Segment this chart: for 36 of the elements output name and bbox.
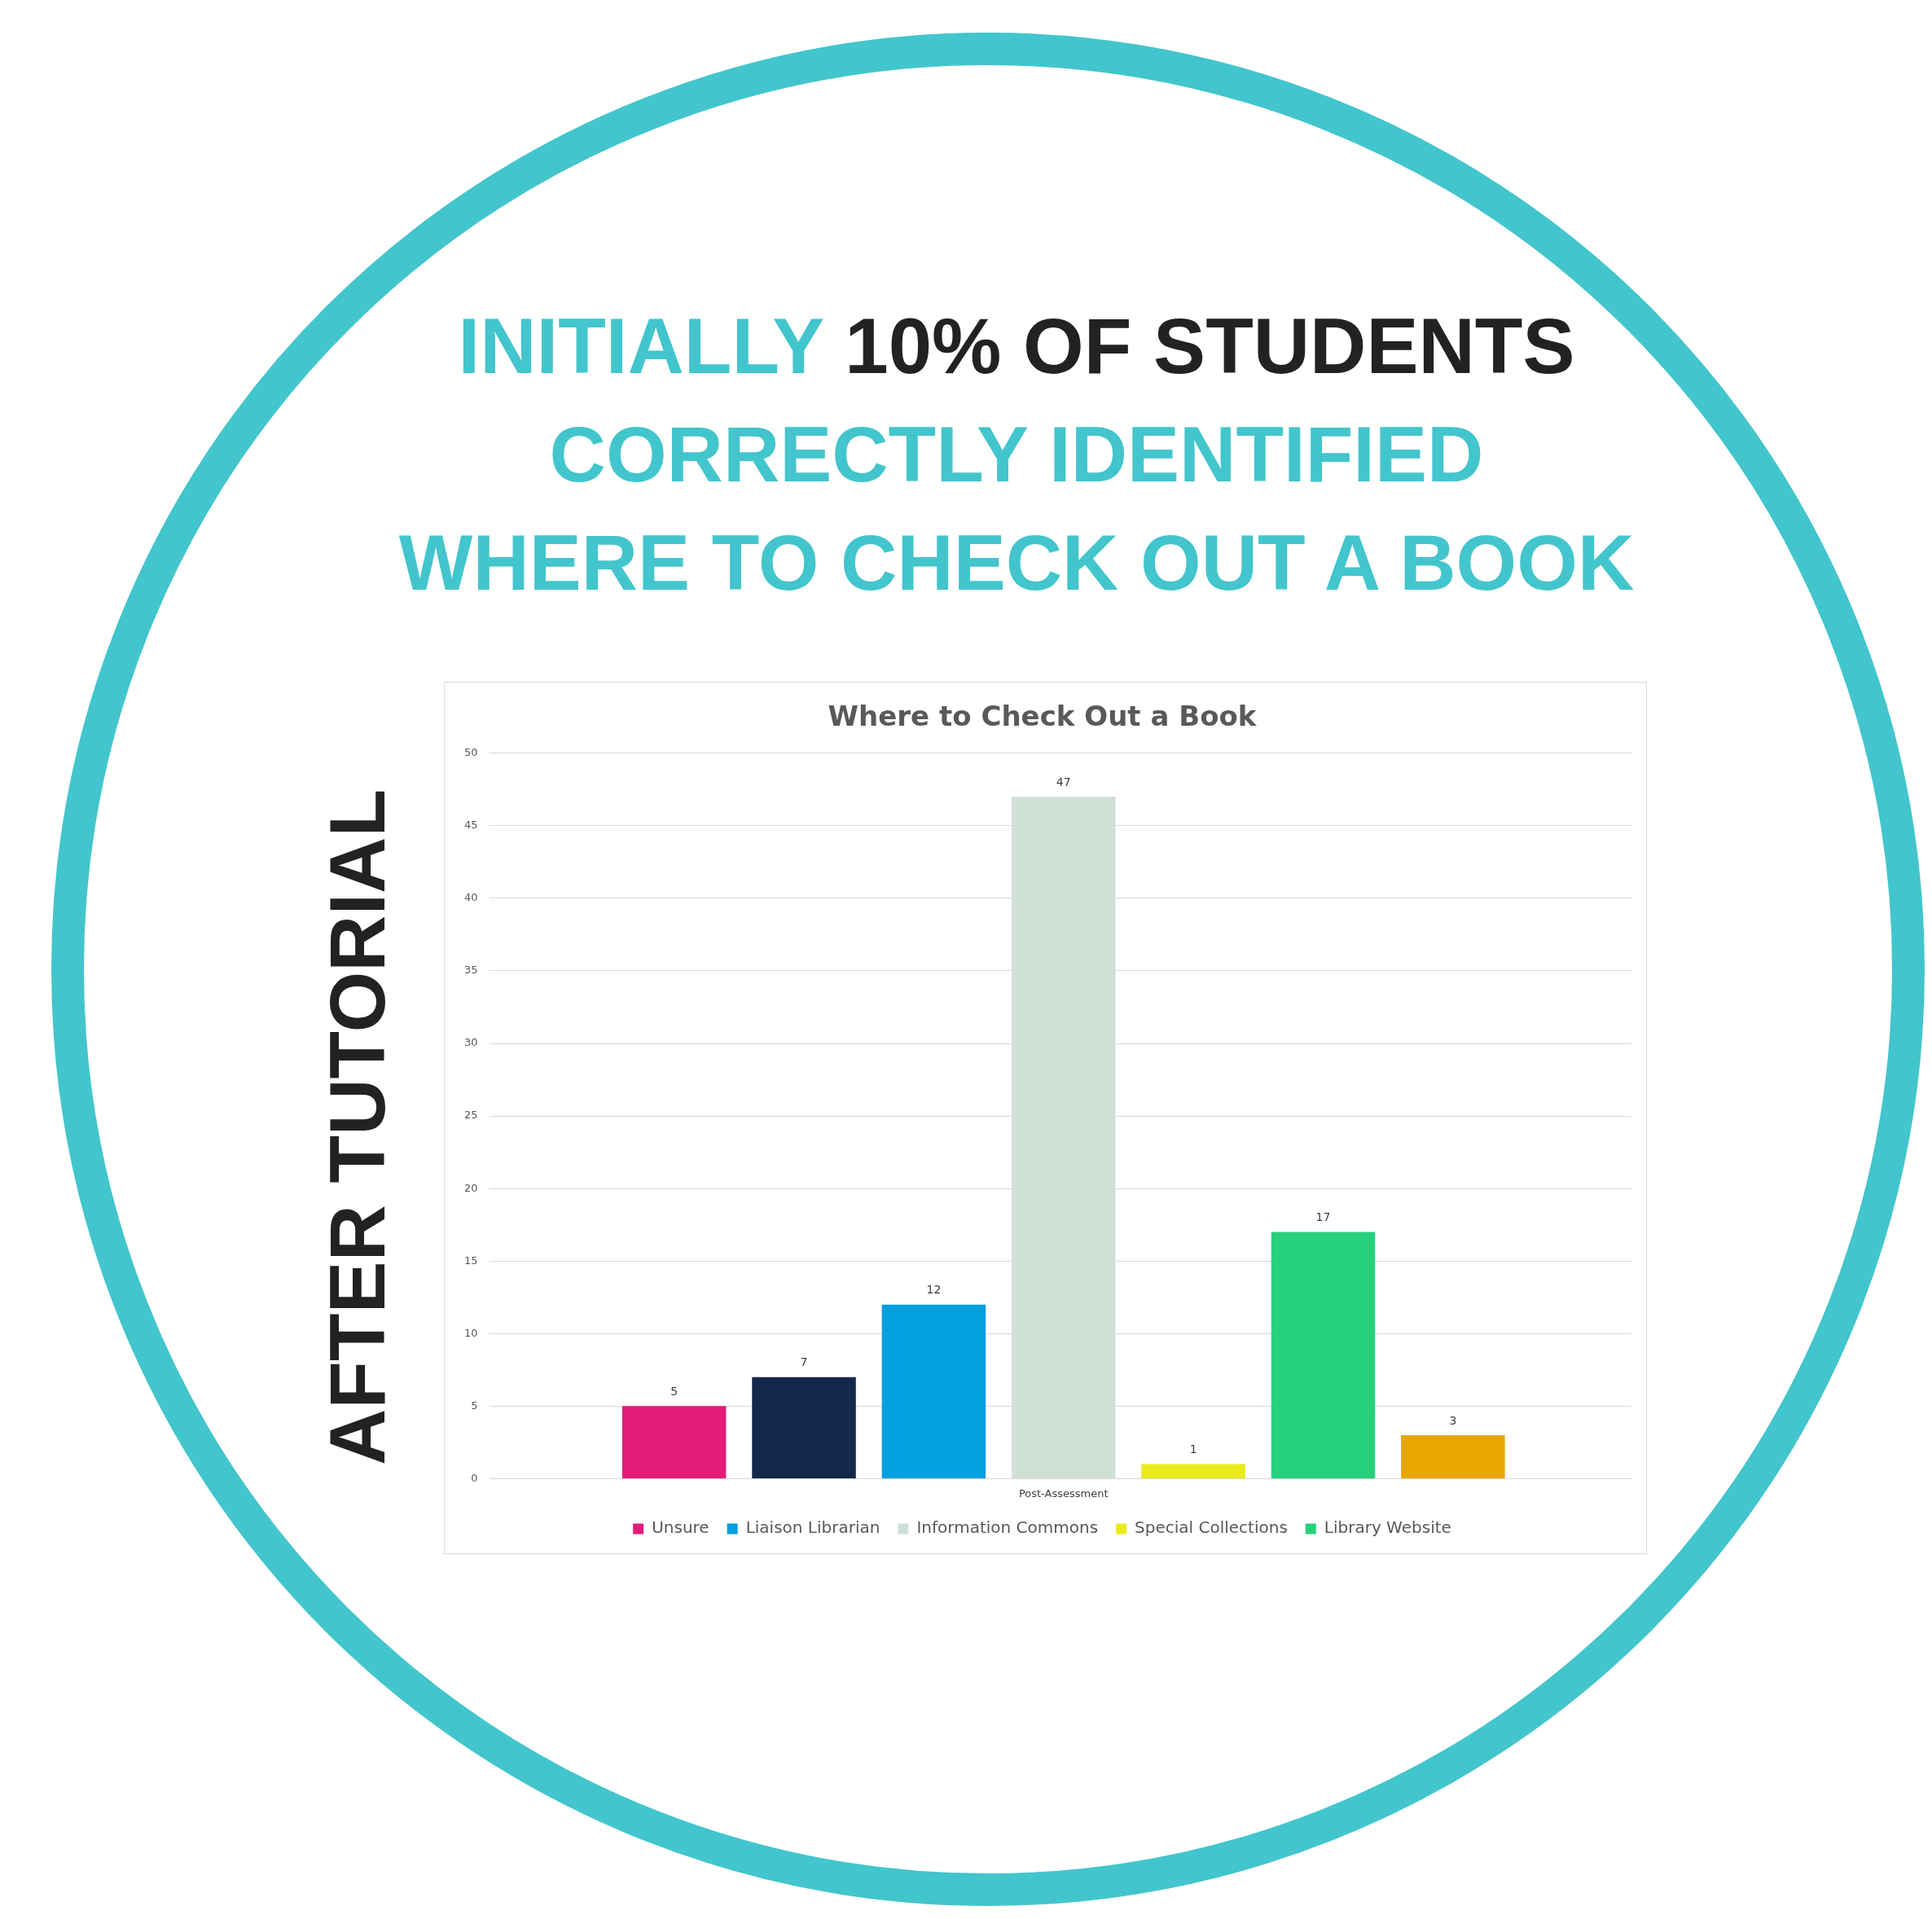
y-tick-label: 30 xyxy=(464,1036,478,1049)
text: INITIALLY xyxy=(458,302,823,389)
y-tick-label: 35 xyxy=(464,964,478,977)
y-tick-label: 20 xyxy=(464,1181,478,1194)
data-label: 7 xyxy=(800,1355,808,1369)
y-tick-label: 45 xyxy=(464,819,478,832)
data-label: 1 xyxy=(1189,1443,1197,1456)
bar xyxy=(1271,1232,1376,1478)
y-tick-label: 10 xyxy=(464,1326,478,1339)
y-tick-label: 50 xyxy=(464,746,478,759)
chart-title: Where to Check Out a Book xyxy=(828,700,1258,733)
data-label: 47 xyxy=(1056,775,1071,788)
legend-label: Library Website xyxy=(1324,1517,1451,1538)
legend-label: Liaison Librarian xyxy=(745,1517,880,1538)
bar xyxy=(881,1304,986,1478)
text: 10% OF STUDENTS xyxy=(845,302,1575,389)
legend-label: Special Collections xyxy=(1135,1517,1288,1538)
y-tick-label: 40 xyxy=(464,891,478,904)
text: AFTER TUTORIAL xyxy=(313,788,402,1466)
bar xyxy=(621,1406,727,1478)
y-tick-label: 15 xyxy=(464,1254,478,1267)
bar xyxy=(1401,1434,1505,1478)
text: CORRECTLY IDENTIFIED xyxy=(549,411,1484,498)
y-tick-label: 25 xyxy=(464,1109,478,1122)
data-label: 12 xyxy=(926,1283,942,1297)
data-label: 17 xyxy=(1315,1210,1331,1224)
x-tick-label: Post-Assessment xyxy=(1018,1486,1109,1500)
text: WHERE TO CHECK OUT A BOOK xyxy=(398,519,1635,606)
y-tick-label: 0 xyxy=(471,1471,478,1484)
y-tick-label: 5 xyxy=(471,1399,478,1412)
data-label: 5 xyxy=(670,1384,678,1398)
bar xyxy=(1141,1464,1245,1478)
legend-label: Unsure xyxy=(652,1517,709,1538)
data-label: 3 xyxy=(1449,1413,1457,1427)
legend-label: Information Commons xyxy=(916,1517,1099,1538)
bar xyxy=(752,1377,856,1478)
